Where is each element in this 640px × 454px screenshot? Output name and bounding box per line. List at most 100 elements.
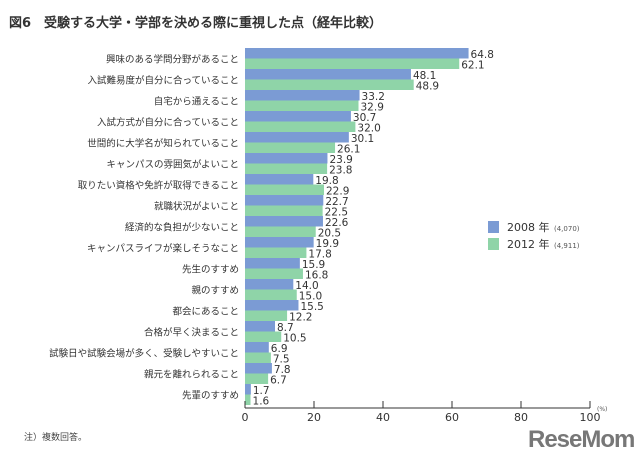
category-label: 興味のある学問分野があること	[106, 54, 239, 66]
category-label: 都会にあること	[172, 306, 239, 318]
bar-2008	[245, 342, 269, 353]
data-label: 48.9	[416, 81, 439, 93]
data-label: 26.1	[337, 144, 360, 156]
category-label: キャンパスライフが楽しそうなこと	[87, 243, 239, 255]
data-label: 20.5	[318, 228, 341, 240]
category-label: キャンパスの雰囲気がよいこと	[106, 159, 239, 171]
data-label: 1.7	[253, 385, 270, 397]
bar-2012	[245, 163, 328, 174]
category-label: 親のすすめ	[191, 285, 239, 297]
bar-2008	[245, 111, 351, 122]
data-label: 32.9	[361, 102, 384, 114]
bar-2008	[245, 174, 314, 185]
data-label: 15.5	[300, 301, 323, 313]
bar-2008	[245, 237, 314, 248]
footnote: 注）複数回答。	[24, 433, 88, 443]
data-label: 7.8	[274, 364, 291, 376]
bar-2012	[245, 121, 356, 132]
bar-2008	[245, 69, 411, 80]
category-label: 自宅から通えること	[154, 96, 239, 108]
category-label: 試験日や試験会場が多く、受験しやすいこと	[49, 348, 239, 360]
bar-2008	[245, 195, 324, 206]
bar-2012	[245, 79, 414, 90]
data-label: 48.1	[413, 70, 436, 82]
data-label: 8.7	[277, 322, 294, 334]
data-label: 10.5	[283, 333, 306, 345]
x-tick-label: 80	[514, 411, 528, 424]
bar-2008	[245, 279, 294, 290]
category-label: 入試方式が自分に合っていること	[97, 117, 239, 129]
data-label: 62.1	[461, 60, 484, 72]
bar-2008	[245, 132, 349, 143]
data-label: 7.5	[273, 354, 290, 366]
data-label: 17.8	[308, 249, 331, 261]
data-label: 30.1	[351, 133, 374, 145]
legend-swatch	[488, 221, 499, 233]
category-label: 経済的な負担が少ないこと	[125, 222, 239, 234]
category-label: 取りたい資格や免許が取得できること	[78, 180, 239, 192]
data-label: 32.0	[357, 123, 380, 135]
data-label: 64.8	[471, 49, 494, 61]
x-tick-label: 100	[580, 411, 601, 424]
bar-2012	[245, 352, 271, 363]
bar-2012	[245, 205, 323, 216]
category-label: 合格が早く決まること	[144, 327, 239, 339]
data-label: 33.2	[362, 91, 385, 103]
bar-2012	[245, 247, 307, 258]
bar-2008	[245, 90, 360, 101]
x-tick-label: 60	[445, 411, 459, 424]
legend-count: (4,911)	[554, 242, 580, 250]
category-label: 入試難易度が自分に合っていること	[87, 75, 239, 87]
x-tick-label: 20	[307, 411, 321, 424]
bar-2012	[245, 331, 282, 342]
data-label: 12.2	[289, 312, 312, 324]
bar-2008	[245, 48, 469, 59]
category-label: 先生のすすめ	[182, 264, 239, 276]
legend-count: (4,070)	[554, 225, 580, 233]
bar-2008	[245, 153, 328, 164]
chart-title: 図6 受験する大学・学部を決める際に重視した点（経年比較）	[9, 16, 383, 31]
x-tick-label: 0	[242, 411, 249, 424]
data-label: 23.9	[329, 154, 352, 166]
x-tick-label: 40	[376, 411, 390, 424]
data-label: 15.0	[299, 291, 322, 303]
category-label: 就職状況がよいこと	[154, 201, 239, 213]
data-label: 19.9	[316, 238, 339, 250]
category-label: 世間的に大学名が知られていること	[87, 138, 239, 150]
category-label: 先輩のすすめ	[182, 390, 239, 402]
bar-2008	[245, 321, 276, 332]
watermark-logo: ReseMom	[528, 426, 635, 453]
data-label: 23.8	[329, 165, 352, 177]
data-label: 6.9	[271, 343, 288, 355]
data-label: 30.7	[353, 112, 376, 124]
bar-2012	[245, 268, 303, 279]
bar-2012	[245, 289, 297, 300]
bar-2012	[245, 226, 316, 237]
unit-label: (%)	[597, 406, 607, 413]
bar-2012	[245, 394, 251, 405]
legend-swatch	[488, 238, 499, 250]
category-label: 親元を離れられること	[144, 369, 239, 381]
data-label: 22.9	[326, 186, 349, 198]
bar-2008	[245, 300, 299, 311]
bar-2012	[245, 58, 460, 69]
bar-2008	[245, 384, 251, 395]
data-label: 16.8	[305, 270, 328, 282]
data-label: 14.0	[295, 280, 318, 292]
data-label: 19.8	[315, 175, 338, 187]
bar-2012	[245, 184, 325, 195]
bar-2012	[245, 310, 288, 321]
legend-label: 2008 年	[507, 220, 550, 234]
bar-2008	[245, 363, 272, 374]
data-label: 15.9	[302, 259, 325, 271]
data-label: 22.6	[325, 217, 349, 229]
data-label: 1.6	[253, 396, 270, 408]
bar-2012	[245, 142, 336, 153]
legend-label: 2012 年	[507, 237, 550, 251]
data-label: 22.7	[325, 196, 348, 208]
bar-2012	[245, 100, 359, 111]
bar-2008	[245, 216, 323, 227]
bar-2008	[245, 258, 300, 269]
bar-2012	[245, 373, 269, 384]
